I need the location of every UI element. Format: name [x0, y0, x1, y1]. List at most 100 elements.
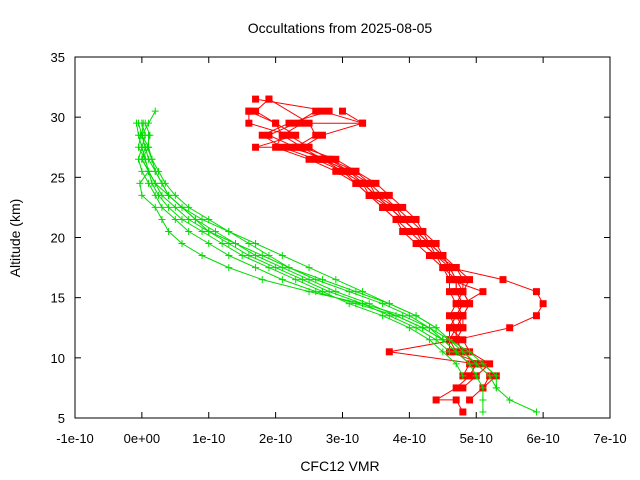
data-point: [372, 179, 380, 187]
data-point: [155, 167, 163, 175]
data-point: [452, 300, 460, 308]
data-point: [305, 264, 313, 272]
data-point: [318, 107, 326, 115]
data-point: [232, 240, 239, 248]
data-point: [318, 131, 326, 139]
data-point: [392, 312, 400, 320]
data-point: [138, 167, 146, 175]
data-point: [412, 240, 420, 248]
data-point: [425, 252, 433, 260]
data-point: [135, 143, 143, 151]
data-point: [452, 336, 460, 344]
data-point: [325, 288, 333, 296]
data-point: [305, 119, 313, 127]
data-point: [138, 155, 146, 163]
data-point: [459, 408, 467, 416]
data-point: [138, 191, 146, 199]
data-point: [412, 215, 420, 223]
data-point: [479, 360, 487, 368]
data-point: [405, 312, 413, 320]
data-point: [245, 119, 253, 127]
x-tick-label: 1e-10: [192, 431, 225, 446]
data-point: [439, 348, 447, 356]
data-point: [332, 155, 340, 163]
data-point: [252, 240, 260, 248]
data-point: [452, 264, 460, 272]
x-tick-label: 6e-10: [527, 431, 560, 446]
data-point: [151, 179, 159, 187]
data-point: [506, 324, 514, 332]
series-layer: [133, 95, 547, 416]
data-point: [466, 276, 474, 284]
data-point: [292, 276, 300, 284]
x-axis-label: CFC12 VMR: [300, 458, 379, 474]
data-point: [252, 107, 260, 115]
data-point: [412, 227, 420, 235]
data-point: [155, 191, 163, 199]
data-point: [312, 131, 320, 139]
data-point: [466, 372, 474, 380]
data-point: [539, 300, 547, 308]
data-point: [339, 107, 346, 115]
data-point: [446, 264, 453, 272]
data-point: [312, 107, 320, 115]
data-point: [459, 372, 467, 380]
data-point: [171, 215, 179, 223]
data-point: [141, 143, 149, 151]
series-line: [141, 123, 477, 377]
data-point: [298, 119, 306, 127]
data-point: [459, 300, 467, 308]
data-point: [486, 372, 494, 380]
y-tick-label: 20: [51, 231, 65, 246]
data-point: [158, 203, 166, 211]
data-point: [285, 131, 293, 139]
data-point: [252, 252, 260, 260]
data-point: [146, 131, 154, 139]
data-point: [446, 288, 453, 296]
data-point: [345, 288, 353, 296]
data-point: [419, 240, 427, 248]
series-8: [136, 107, 540, 416]
ticks-layer: -1e-10 0e+00 1e-10 2e-10 3e-10 4e-10 5e-10 6e-1…: [51, 50, 627, 446]
data-point: [278, 276, 286, 284]
data-point: [425, 324, 433, 332]
data-point: [466, 348, 474, 356]
data-point: [205, 240, 213, 248]
data-point: [459, 288, 467, 296]
data-point: [285, 119, 293, 127]
data-point: [252, 95, 260, 103]
data-point: [459, 312, 467, 320]
x-tick-label: 2e-10: [259, 431, 292, 446]
data-point: [412, 324, 420, 332]
data-point: [399, 203, 407, 211]
data-point: [446, 348, 453, 356]
data-point: [218, 240, 226, 248]
data-point: [312, 155, 320, 163]
data-point: [385, 191, 393, 199]
data-point: [245, 240, 253, 248]
data-point: [466, 396, 474, 404]
data-point: [432, 252, 440, 260]
data-point: [298, 143, 306, 151]
data-point: [305, 276, 313, 284]
x-tick-label: 3e-10: [326, 431, 359, 446]
data-point: [532, 288, 540, 296]
data-point: [345, 167, 353, 175]
data-point: [452, 276, 460, 284]
series-6: [245, 107, 474, 344]
series-line: [248, 111, 478, 377]
data-point: [258, 276, 266, 284]
data-point: [419, 324, 427, 332]
data-point: [365, 191, 373, 199]
data-point: [138, 131, 146, 139]
data-point: [359, 179, 367, 187]
data-point: [305, 155, 313, 163]
data-point: [419, 227, 427, 235]
data-point: [452, 396, 460, 404]
series-line: [137, 135, 464, 377]
data-point: [385, 300, 393, 308]
data-point: [292, 131, 300, 139]
data-point: [452, 348, 460, 356]
x-tick-label: 7e-10: [593, 431, 626, 446]
